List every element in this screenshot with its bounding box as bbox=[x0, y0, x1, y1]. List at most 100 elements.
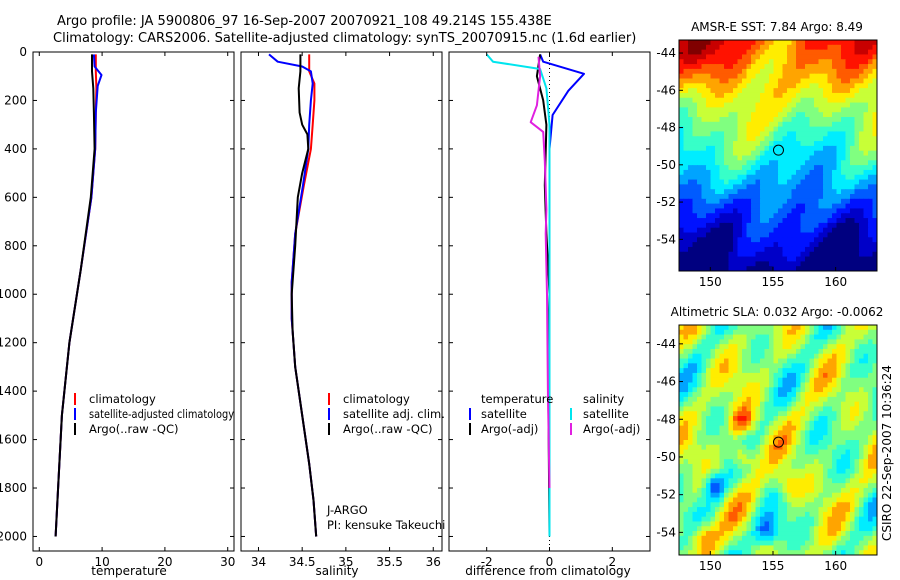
heatmap-cell bbox=[836, 44, 842, 51]
heatmap-cell bbox=[719, 516, 725, 523]
heatmap-cell bbox=[818, 136, 824, 142]
heatmap-cell bbox=[796, 502, 802, 508]
heatmap-cell bbox=[845, 165, 851, 171]
salinity-plot-frame bbox=[240, 51, 443, 552]
heatmap-cell bbox=[692, 165, 698, 171]
heatmap-cell bbox=[872, 232, 877, 238]
heatmap-cell bbox=[800, 516, 806, 523]
heatmap-cell bbox=[679, 387, 685, 393]
heatmap-cell bbox=[787, 425, 793, 432]
heatmap-cell bbox=[854, 184, 860, 190]
heatmap-cell bbox=[746, 535, 752, 542]
heatmap-cell bbox=[715, 117, 721, 123]
heatmap-cell bbox=[863, 516, 869, 523]
heatmap-cell bbox=[823, 382, 829, 388]
heatmap-cell bbox=[710, 511, 716, 518]
heatmap-cell bbox=[755, 131, 761, 137]
heatmap-cell bbox=[832, 227, 838, 234]
heatmap-cell bbox=[836, 160, 842, 166]
heatmap-cell bbox=[724, 40, 730, 46]
heatmap-cell bbox=[863, 440, 869, 446]
heatmap-cell bbox=[800, 444, 806, 451]
heatmap-cell bbox=[683, 54, 689, 60]
heatmap-cell bbox=[764, 372, 770, 379]
heatmap-cell bbox=[863, 463, 869, 470]
heatmap-cell bbox=[859, 78, 865, 84]
heatmap-cell bbox=[836, 64, 842, 70]
heatmap-cell bbox=[845, 251, 851, 258]
heatmap-cell bbox=[827, 117, 833, 123]
heatmap-cell bbox=[719, 117, 725, 123]
heatmap-cell bbox=[751, 68, 757, 75]
sla-map-title: Altimetric SLA: 0.032 Argo: -0.0062 bbox=[671, 305, 884, 319]
heatmap-cell bbox=[751, 169, 757, 176]
heatmap-cell bbox=[697, 174, 703, 181]
heatmap-cell bbox=[742, 251, 748, 258]
heatmap-cell bbox=[791, 198, 797, 205]
heatmap-cell bbox=[787, 372, 793, 379]
heatmap-cell bbox=[692, 97, 698, 104]
heatmap-cell bbox=[719, 382, 725, 388]
heatmap-cell bbox=[737, 511, 743, 518]
heatmap-cell bbox=[832, 150, 838, 157]
heatmap-cell bbox=[796, 194, 802, 200]
heatmap-cell bbox=[755, 521, 761, 527]
heatmap-cell bbox=[746, 420, 752, 427]
heatmap-cell bbox=[710, 396, 716, 403]
heatmap-cell bbox=[728, 179, 734, 185]
heatmap-cell bbox=[782, 502, 788, 508]
heatmap-cell bbox=[728, 83, 734, 89]
heatmap-cell bbox=[809, 382, 815, 388]
heatmap-cell bbox=[841, 435, 847, 441]
heatmap-cell bbox=[872, 189, 877, 195]
heatmap-cell bbox=[850, 372, 856, 379]
heatmap-cell bbox=[679, 141, 685, 147]
heatmap-cell bbox=[814, 487, 820, 494]
heatmap-cell bbox=[701, 516, 707, 523]
heatmap-cell bbox=[683, 521, 689, 527]
heatmap-cell bbox=[751, 535, 757, 542]
heatmap-cell bbox=[773, 348, 779, 355]
heatmap-cell bbox=[679, 44, 685, 51]
heatmap-cell bbox=[697, 459, 703, 465]
heatmap-cell bbox=[800, 256, 806, 262]
heatmap-cell bbox=[751, 531, 757, 537]
heatmap-cell bbox=[814, 425, 820, 432]
y-tick-label: 1000 bbox=[0, 287, 27, 301]
heatmap-cell bbox=[760, 540, 766, 547]
heatmap-cell bbox=[719, 329, 725, 336]
heatmap-cell bbox=[688, 363, 694, 369]
heatmap-cell bbox=[701, 540, 707, 547]
heatmap-cell bbox=[710, 339, 716, 345]
heatmap-cell bbox=[823, 68, 829, 75]
heatmap-cell bbox=[710, 102, 716, 108]
heatmap-cell bbox=[836, 73, 842, 80]
heatmap-cell bbox=[832, 339, 838, 345]
heatmap-cell bbox=[859, 194, 865, 200]
heatmap-cell bbox=[697, 107, 703, 113]
heatmap-cell bbox=[710, 208, 716, 214]
heatmap-cell bbox=[697, 73, 703, 80]
heatmap-cell bbox=[814, 372, 820, 379]
heatmap-cell bbox=[710, 468, 716, 475]
heatmap-cell bbox=[755, 222, 761, 229]
heatmap-cell bbox=[697, 473, 703, 479]
heatmap-cell bbox=[845, 49, 851, 56]
heatmap-cell bbox=[769, 497, 775, 503]
heatmap-cell bbox=[688, 92, 694, 99]
heatmap-cell bbox=[769, 535, 775, 542]
heatmap-cell bbox=[701, 222, 707, 229]
heatmap-cell bbox=[787, 266, 793, 271]
heatmap-cell bbox=[688, 325, 694, 331]
heatmap-cell bbox=[805, 92, 811, 99]
heatmap-cell bbox=[706, 73, 712, 80]
heatmap-cell bbox=[760, 516, 766, 523]
heatmap-cell bbox=[769, 160, 775, 166]
heatmap-cell bbox=[809, 435, 815, 441]
x-tick-label: 0 bbox=[35, 555, 43, 569]
heatmap-cell bbox=[683, 107, 689, 113]
heatmap-cell bbox=[746, 141, 752, 147]
heatmap-cell bbox=[692, 179, 698, 185]
heatmap-cell bbox=[733, 145, 739, 152]
